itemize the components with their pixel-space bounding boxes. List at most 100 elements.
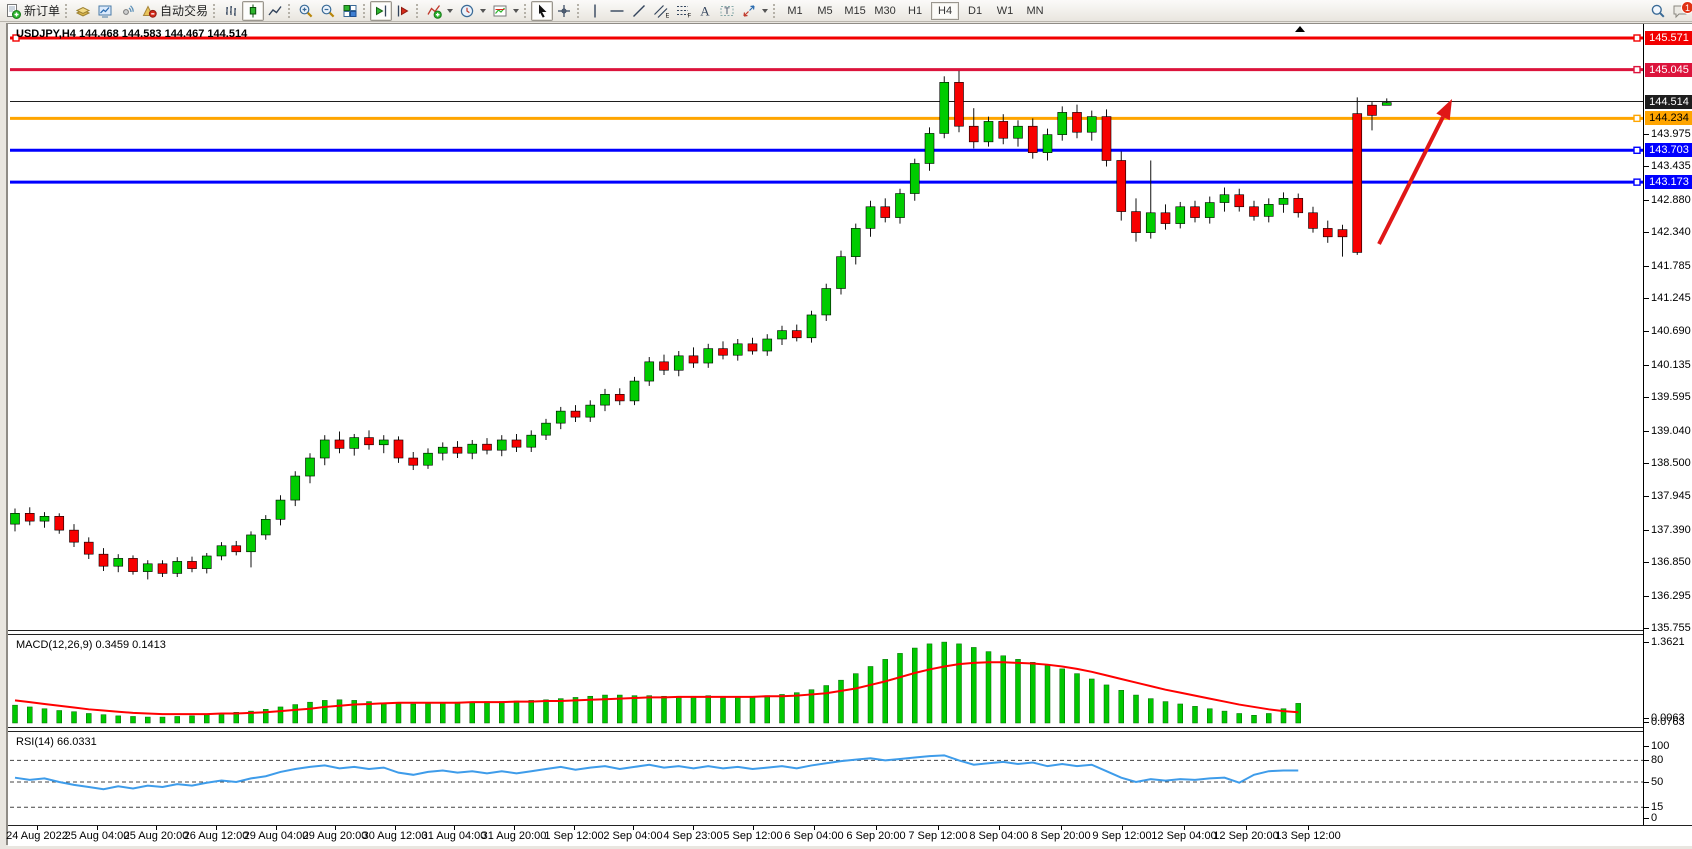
market-watch-button[interactable]	[72, 1, 94, 21]
line-handle[interactable]	[1633, 178, 1641, 186]
macd-signal-line	[14, 661, 1299, 716]
price-badge-143.173: 143.173	[1645, 175, 1692, 190]
panel-separator[interactable]	[8, 727, 1692, 732]
timeframe-button-D1[interactable]: D1	[968, 4, 983, 17]
data-window-button[interactable]	[94, 1, 116, 21]
toolbar-group-grip[interactable]	[773, 3, 778, 18]
svg-text:E: E	[666, 13, 670, 19]
chart-shift-button[interactable]	[392, 1, 414, 21]
label-button[interactable]: T	[716, 1, 738, 21]
price-tick-label: 142.340	[1644, 226, 1691, 239]
price-tick-label: 143.435	[1644, 160, 1691, 173]
timeframe-button-H1[interactable]: H1	[908, 4, 923, 17]
template-button[interactable]	[489, 1, 522, 21]
timeframe-button-M15[interactable]: M15	[844, 4, 866, 17]
line-handle[interactable]	[1633, 34, 1641, 42]
macd-scale-min: 0.0063	[1644, 712, 1685, 724]
trendline-button[interactable]	[628, 1, 650, 21]
time-label: 6 Sep 20:00	[846, 830, 906, 842]
scroll-marker-icon	[1295, 26, 1305, 32]
time-tick	[156, 826, 157, 830]
bar-chart-button[interactable]	[220, 1, 242, 21]
price-tick-label: 143.975	[1644, 127, 1691, 140]
toolbar: 新订单 自动交易 E F A T M1 M5 M15 M30 H1 H4 D1 W1 MN 1	[0, 0, 1692, 22]
line-handle[interactable]	[1633, 114, 1641, 123]
trend-arrow-annotation[interactable]	[1377, 99, 1452, 245]
time-tick	[514, 826, 515, 830]
panel-separator[interactable]	[8, 630, 1692, 635]
chat-button[interactable]: 1	[1672, 1, 1692, 19]
timeframe-button-M1[interactable]: M1	[787, 4, 803, 17]
time-tick	[216, 826, 217, 830]
price-badge-144.234: 144.234	[1645, 111, 1692, 126]
price-axis[interactable]: 143.975 143.435 142.880 142.340 141.785 141.2…	[1643, 24, 1692, 825]
hline-button[interactable]	[606, 1, 628, 21]
price-axis-border	[1643, 24, 1644, 825]
main-price-panel	[10, 34, 1643, 580]
line-chart-button[interactable]	[264, 1, 286, 21]
indicators-button[interactable]	[423, 1, 456, 21]
timeframe-button-MN[interactable]: MN	[1026, 4, 1044, 17]
toolbar-group-grip[interactable]	[288, 3, 293, 18]
chevron-down-icon[interactable]	[447, 8, 454, 13]
text-button[interactable]: A	[694, 1, 716, 21]
time-label: 25 Aug 04:00	[64, 830, 130, 842]
time-label: 6 Sep 04:00	[784, 830, 844, 842]
crosshair-button[interactable]	[553, 1, 575, 21]
macd-scale-max: 1.3621	[1644, 635, 1685, 648]
cursor-button[interactable]	[531, 0, 554, 21]
new-order-button[interactable]: 新订单	[2, 1, 63, 21]
tile-windows-button[interactable]	[339, 1, 361, 21]
time-label: 30 Aug 12:00	[362, 830, 428, 842]
timeframe-button-M30[interactable]: M30	[874, 4, 896, 17]
toolbar-group-scroll	[370, 0, 414, 22]
toolbar-group-zoom	[295, 0, 361, 22]
candle-chart-button[interactable]	[242, 0, 265, 21]
line-handle[interactable]	[1633, 146, 1641, 154]
time-tick	[753, 826, 754, 830]
shapes-button[interactable]	[738, 1, 771, 21]
line-handle[interactable]	[1633, 65, 1641, 74]
navigator-button[interactable]	[116, 1, 138, 21]
toolbar-group-grip[interactable]	[363, 3, 368, 18]
time-tick	[1184, 826, 1185, 830]
chart-shift-icon	[395, 3, 411, 19]
toolbar-group-grip[interactable]	[577, 3, 582, 18]
indicators-icon	[426, 3, 442, 19]
timeframe-button-M5[interactable]: M5	[817, 4, 833, 17]
search-icon[interactable]	[1650, 3, 1666, 19]
toolbar-group-grip[interactable]	[524, 3, 529, 18]
toolbar-group-grip[interactable]	[416, 3, 421, 18]
data-window-icon	[97, 3, 113, 19]
auto-scroll-button[interactable]	[370, 0, 393, 21]
time-label: 26 Aug 12:00	[183, 830, 249, 842]
chevron-down-icon[interactable]	[513, 8, 520, 13]
chevron-down-icon[interactable]	[762, 8, 769, 13]
timeframe-button-W1[interactable]: W1	[996, 4, 1014, 17]
toolbar-group-timeframes: M1 M5 M15 M30 H1 H4 D1 W1 MN	[780, 0, 1050, 22]
crosshair-icon	[556, 3, 572, 19]
fibonacci-button[interactable]: F	[672, 1, 694, 21]
zoom-in-button[interactable]	[295, 1, 317, 21]
time-label: 2 Sep 04:00	[603, 830, 663, 842]
macd-histogram	[12, 641, 1301, 724]
toolbar-group-grip[interactable]	[213, 3, 218, 18]
time-tick	[999, 826, 1000, 830]
candle-chart-icon	[245, 3, 261, 19]
chevron-down-icon[interactable]	[480, 8, 487, 13]
zoom-out-button[interactable]	[317, 1, 339, 21]
label-icon: T	[719, 3, 735, 19]
svg-text:A: A	[700, 3, 710, 18]
autotrading-button[interactable]: 自动交易	[138, 1, 211, 21]
toolbar-group-grip[interactable]	[65, 3, 70, 18]
line-handle[interactable]	[12, 34, 20, 42]
price-tick-label: 140.690	[1644, 325, 1691, 338]
price-badge-144.514: 144.514	[1645, 94, 1692, 109]
channel-button[interactable]: E	[650, 1, 672, 21]
time-axis[interactable]: 24 Aug 2022 25 Aug 04:00 25 Aug 20:00 26 Au…	[6, 826, 1692, 846]
periods-button[interactable]	[456, 1, 489, 21]
price-tick-label: 139.040	[1644, 424, 1691, 437]
vline-button[interactable]	[584, 1, 606, 21]
timeframe-button-H4[interactable]: H4	[931, 1, 960, 20]
